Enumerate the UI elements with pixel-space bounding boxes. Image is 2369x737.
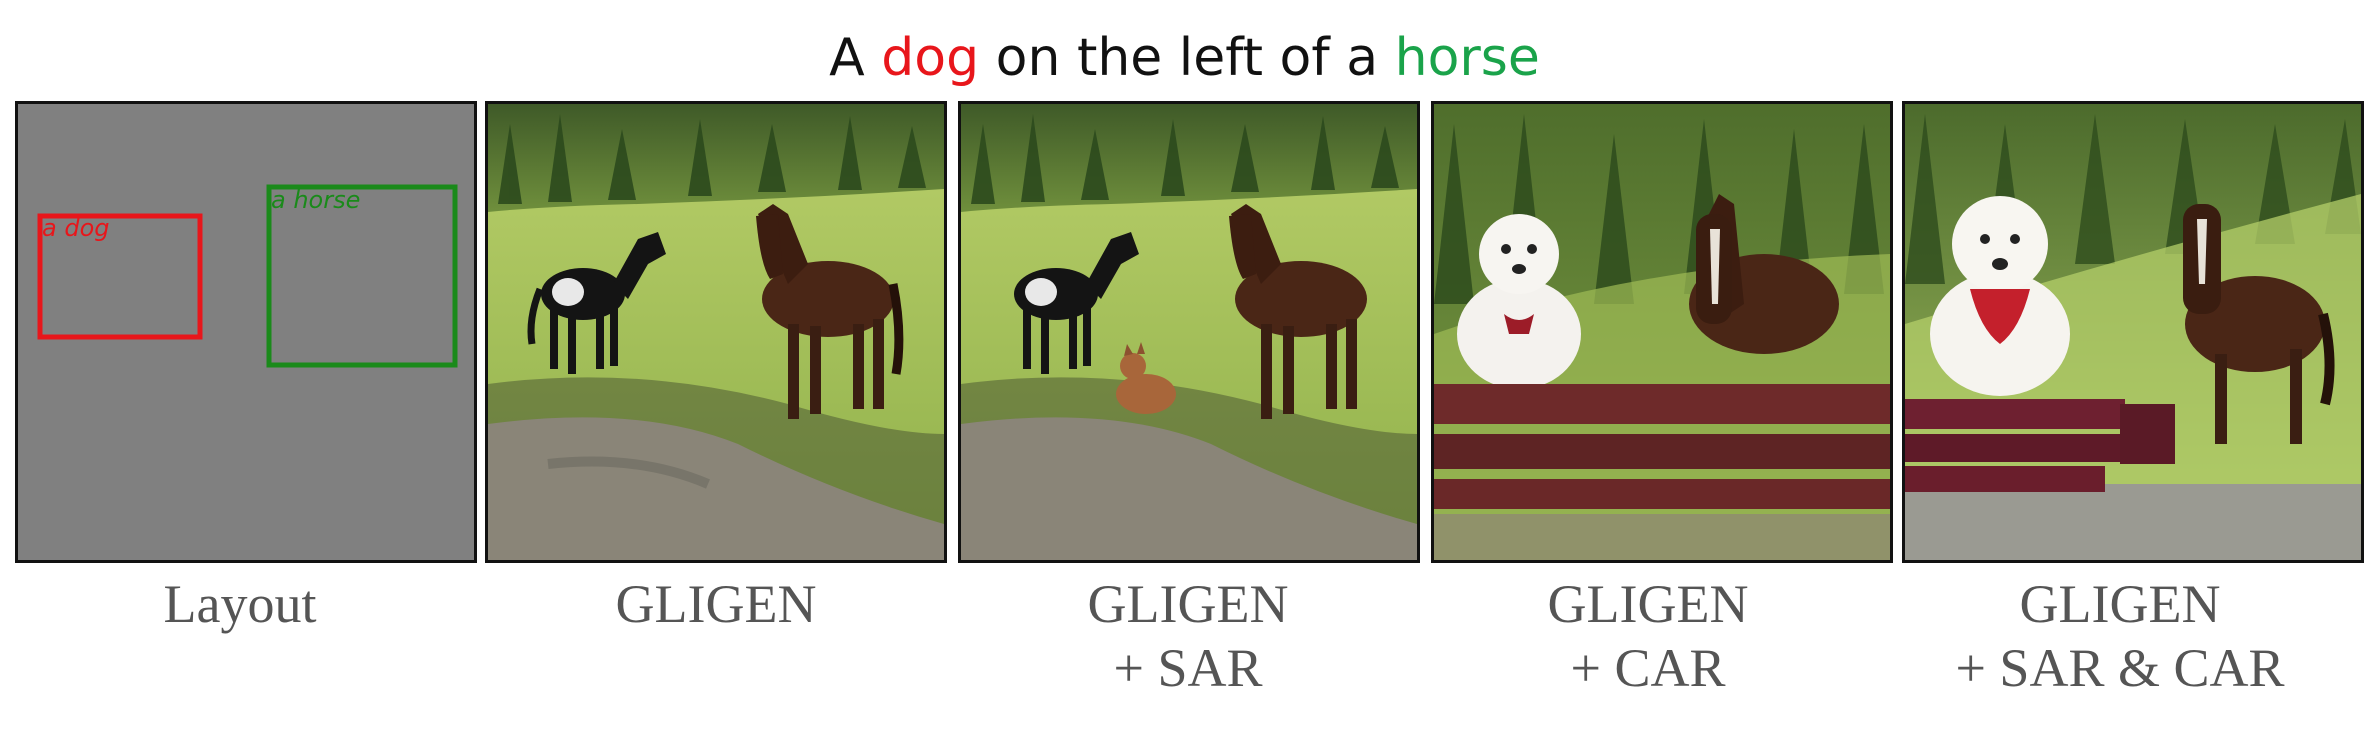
caption-layout: Layout: [0, 572, 480, 636]
figure-title: A dog on the left of a horse: [0, 18, 2369, 98]
caption-line1: GLIGEN: [615, 574, 817, 634]
dirt-path: [961, 417, 1417, 560]
gligen-car-image: [1431, 101, 1893, 563]
tree-line: [961, 104, 1417, 212]
horse-box-label: a horse: [271, 186, 360, 214]
gligen-image: [485, 101, 947, 563]
brown-horse: [2183, 204, 2335, 444]
paved-path: [1905, 484, 2361, 560]
gligen-sar-image: [958, 101, 1420, 563]
caption-line1: GLIGEN: [1087, 574, 1289, 634]
wooden-fence: [1434, 384, 1890, 560]
wooden-bench: [1905, 399, 2175, 492]
caption-line1: GLIGEN: [2019, 574, 2221, 634]
layout-panel: a dog a horse: [15, 101, 477, 563]
black-white-horse: [1014, 232, 1139, 374]
dog-box-label: a dog: [42, 214, 110, 242]
black-white-horse: [527, 232, 666, 374]
white-fluffy-dog: [1930, 196, 2070, 396]
caption-gligen-sar: GLIGEN + SAR: [948, 572, 1428, 700]
title-prefix: A: [829, 28, 882, 88]
brown-horse: [1689, 194, 1839, 354]
caption-line2: + CAR: [1570, 638, 1726, 698]
caption-gligen-sar-car: GLIGEN + SAR & CAR: [1880, 572, 2360, 700]
white-fluffy-dog: [1457, 214, 1581, 389]
title-middle: on the left of a: [979, 28, 1395, 88]
dirt-path: [488, 417, 944, 560]
caption-line2: + SAR & CAR: [1955, 638, 2285, 698]
caption-gligen: GLIGEN: [476, 572, 956, 636]
caption-line1: GLIGEN: [1547, 574, 1749, 634]
small-dog: [1116, 342, 1176, 414]
caption-line2: + SAR: [1113, 638, 1263, 698]
tree-line: [488, 104, 944, 212]
horse-bounding-box: [266, 184, 458, 368]
gligen-sar-car-image: [1902, 101, 2364, 563]
dog-bounding-box: [37, 213, 203, 340]
title-subject: dog: [881, 28, 980, 88]
brown-horse: [1229, 204, 1367, 419]
title-object: horse: [1394, 28, 1540, 88]
layout-background: [18, 104, 474, 560]
brown-horse: [756, 204, 904, 419]
caption-gligen-car: GLIGEN + CAR: [1408, 572, 1888, 700]
caption-line1: Layout: [163, 574, 317, 634]
